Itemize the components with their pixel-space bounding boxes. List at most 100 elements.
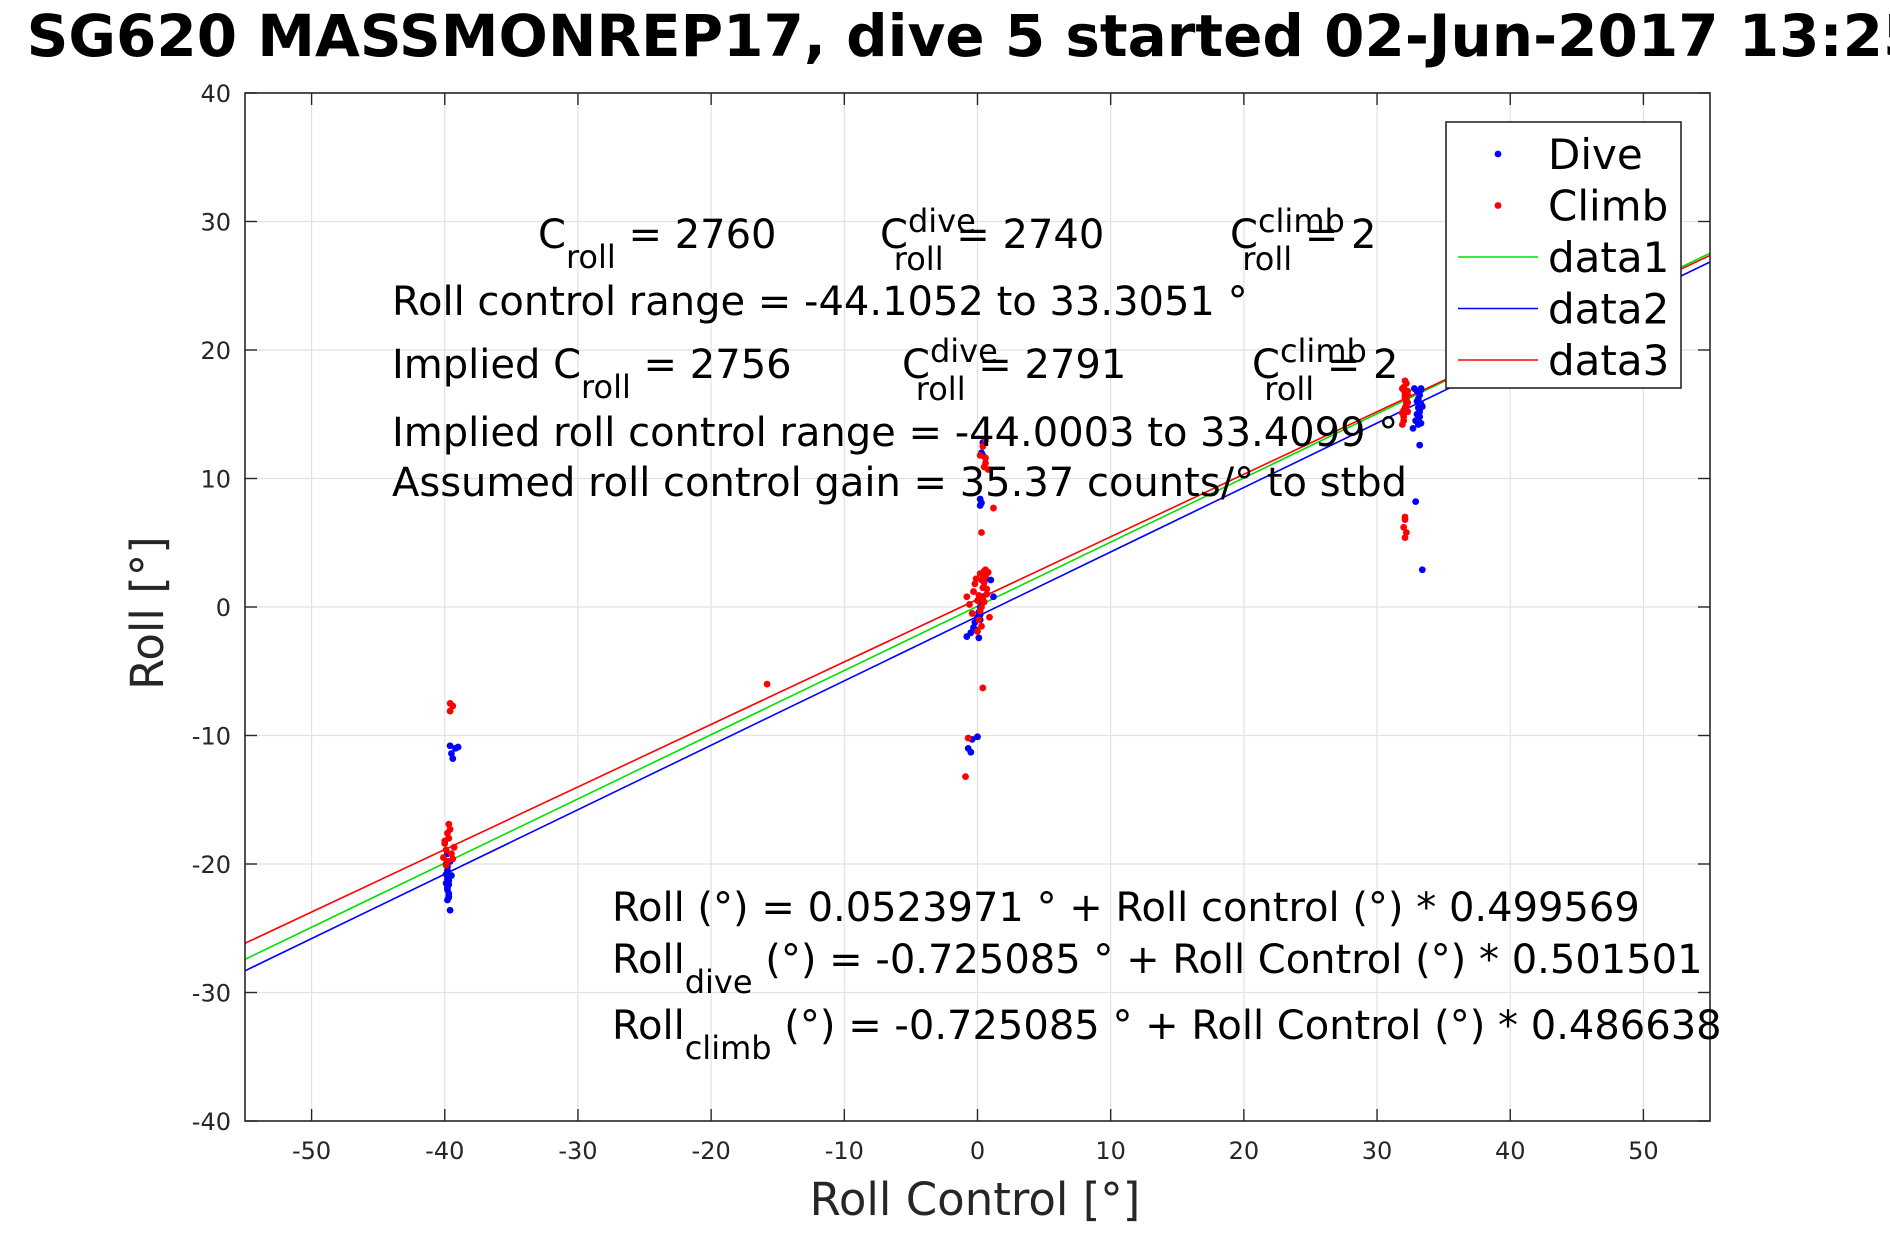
ticks: -50 -40 -30 -20 -10 0 10 20 30 40 50 -40 -30 -20 -10 0 1…: [192, 80, 1711, 1165]
point-climb: [1401, 513, 1409, 521]
point-dive: [442, 870, 450, 878]
x-tick-label: -10: [825, 1137, 864, 1165]
chart-title: SG620 MASSMONREP17, dive 5 started 02-Ju…: [27, 2, 1890, 70]
point-climb: [1401, 377, 1409, 385]
y-tick-label: 20: [200, 337, 231, 365]
crow-dive-label-base: C: [880, 212, 908, 258]
point-climb: [982, 454, 989, 462]
point-climb: [970, 588, 977, 595]
point-climb: [986, 613, 993, 621]
point-dive: [1418, 403, 1426, 410]
point-climb: [1401, 534, 1409, 542]
x-tick-label: 30: [1362, 1137, 1393, 1165]
point-climb: [1398, 409, 1406, 417]
point-climb: [1401, 392, 1409, 400]
point-climb: [975, 616, 983, 624]
point-dive: [445, 877, 453, 885]
implied-crow-label-sub: roll: [581, 368, 631, 406]
point-dive: [445, 894, 453, 901]
point-dive: [990, 593, 997, 601]
point-dive: [448, 750, 455, 757]
implied-crow-climb-label-sub: roll: [1264, 370, 1314, 408]
point-dive: [1410, 385, 1418, 392]
crow-label-rest: = 2760: [616, 212, 777, 258]
implied-crow-climb-label-base: C: [1252, 342, 1280, 388]
point-dive: [444, 883, 451, 891]
point-climb: [990, 504, 997, 512]
point-climb: [445, 834, 453, 842]
point-climb: [978, 576, 985, 584]
implied-crow-dive-label-sub: roll: [916, 370, 966, 408]
point-climb: [963, 593, 971, 601]
crow-dive-label-sup: dive: [908, 202, 976, 240]
point-climb: [1402, 529, 1410, 536]
point-dive: [967, 629, 975, 637]
legend-label: Dive: [1548, 130, 1643, 179]
point-climb: [979, 442, 987, 450]
y-tick-label: -20: [192, 851, 231, 879]
point-dive: [1414, 395, 1422, 403]
y-tick-label: -30: [192, 980, 231, 1008]
point-dive: [987, 576, 995, 584]
point-climb: [979, 684, 987, 692]
point-climb: [964, 734, 972, 742]
y-tick-label: 10: [200, 466, 231, 494]
fit-climb-label: Rollclimb (°) = -0.725085 ° + Roll Contr…: [612, 1003, 1722, 1067]
y-tick-label: -40: [192, 1108, 231, 1136]
point-dive: [1417, 419, 1425, 427]
point-climb: [976, 451, 984, 459]
point-climb: [446, 825, 454, 833]
point-climb: [980, 463, 988, 471]
x-tick-label: 40: [1495, 1137, 1526, 1165]
y-axis-label: Roll [°]: [121, 536, 174, 690]
range-label: Roll control range = -44.1052 to 33.3051…: [392, 279, 1248, 325]
point-climb: [962, 773, 969, 781]
x-tick-label: -50: [292, 1137, 331, 1165]
legend-label: data2: [1548, 285, 1669, 334]
implied-crow-label: Implied Croll = 2756: [392, 342, 792, 406]
point-climb: [971, 580, 979, 588]
fit-dive-label-sub: dive: [685, 963, 753, 1001]
crow-label-base: C: [538, 212, 566, 258]
implied-crow-dive-label: Cdive roll = 2791: [902, 332, 1126, 408]
y-tick-label: 0: [216, 594, 231, 622]
implied-crow-dive-label-rest: = 2791: [966, 342, 1127, 388]
x-tick-label: -20: [692, 1137, 731, 1165]
point-climb: [976, 607, 984, 615]
point-dive: [1416, 408, 1424, 416]
y-tick-label: -10: [192, 723, 231, 751]
fit-climb-label-sub: climb: [685, 1029, 772, 1067]
implied-crow-label-rest: = 2756: [631, 342, 792, 388]
point-climb: [442, 861, 450, 869]
point-climb: [983, 585, 991, 593]
point-climb: [982, 436, 989, 444]
point-dive: [1412, 498, 1420, 506]
y-tick-label: 30: [200, 209, 231, 237]
implied-crow-climb-label-sup: climb: [1280, 332, 1367, 370]
legend-label: data3: [1548, 336, 1669, 385]
point-dive: [1416, 413, 1424, 421]
point-dive: [1416, 441, 1424, 449]
point-climb: [442, 846, 450, 854]
x-axis-label: Roll Control [°]: [810, 1173, 1141, 1226]
point-climb: [1400, 523, 1408, 531]
fit-dive-label-rest: (°) = -0.725085 ° + Roll Control (°) * 0…: [753, 937, 1703, 983]
point-dive: [975, 634, 983, 642]
point-dive: [974, 733, 981, 741]
point-climb: [446, 707, 454, 715]
crow-climb-label: Cclimb roll = 2: [1230, 202, 1377, 278]
point-climb: [1402, 403, 1410, 410]
point-climb: [978, 622, 985, 630]
legend-box: [1445, 121, 1682, 389]
point-climb: [980, 598, 988, 606]
legend-marker-dive: [1494, 150, 1502, 158]
crow-dive-label-rest: = 2740: [944, 212, 1105, 258]
implied-crow-dive-label-base: C: [902, 342, 930, 388]
point-dive: [449, 755, 457, 763]
point-dive: [1418, 566, 1426, 574]
crow-dive-label-sub: roll: [894, 240, 944, 278]
point-climb: [979, 570, 987, 577]
point-climb: [449, 702, 457, 710]
